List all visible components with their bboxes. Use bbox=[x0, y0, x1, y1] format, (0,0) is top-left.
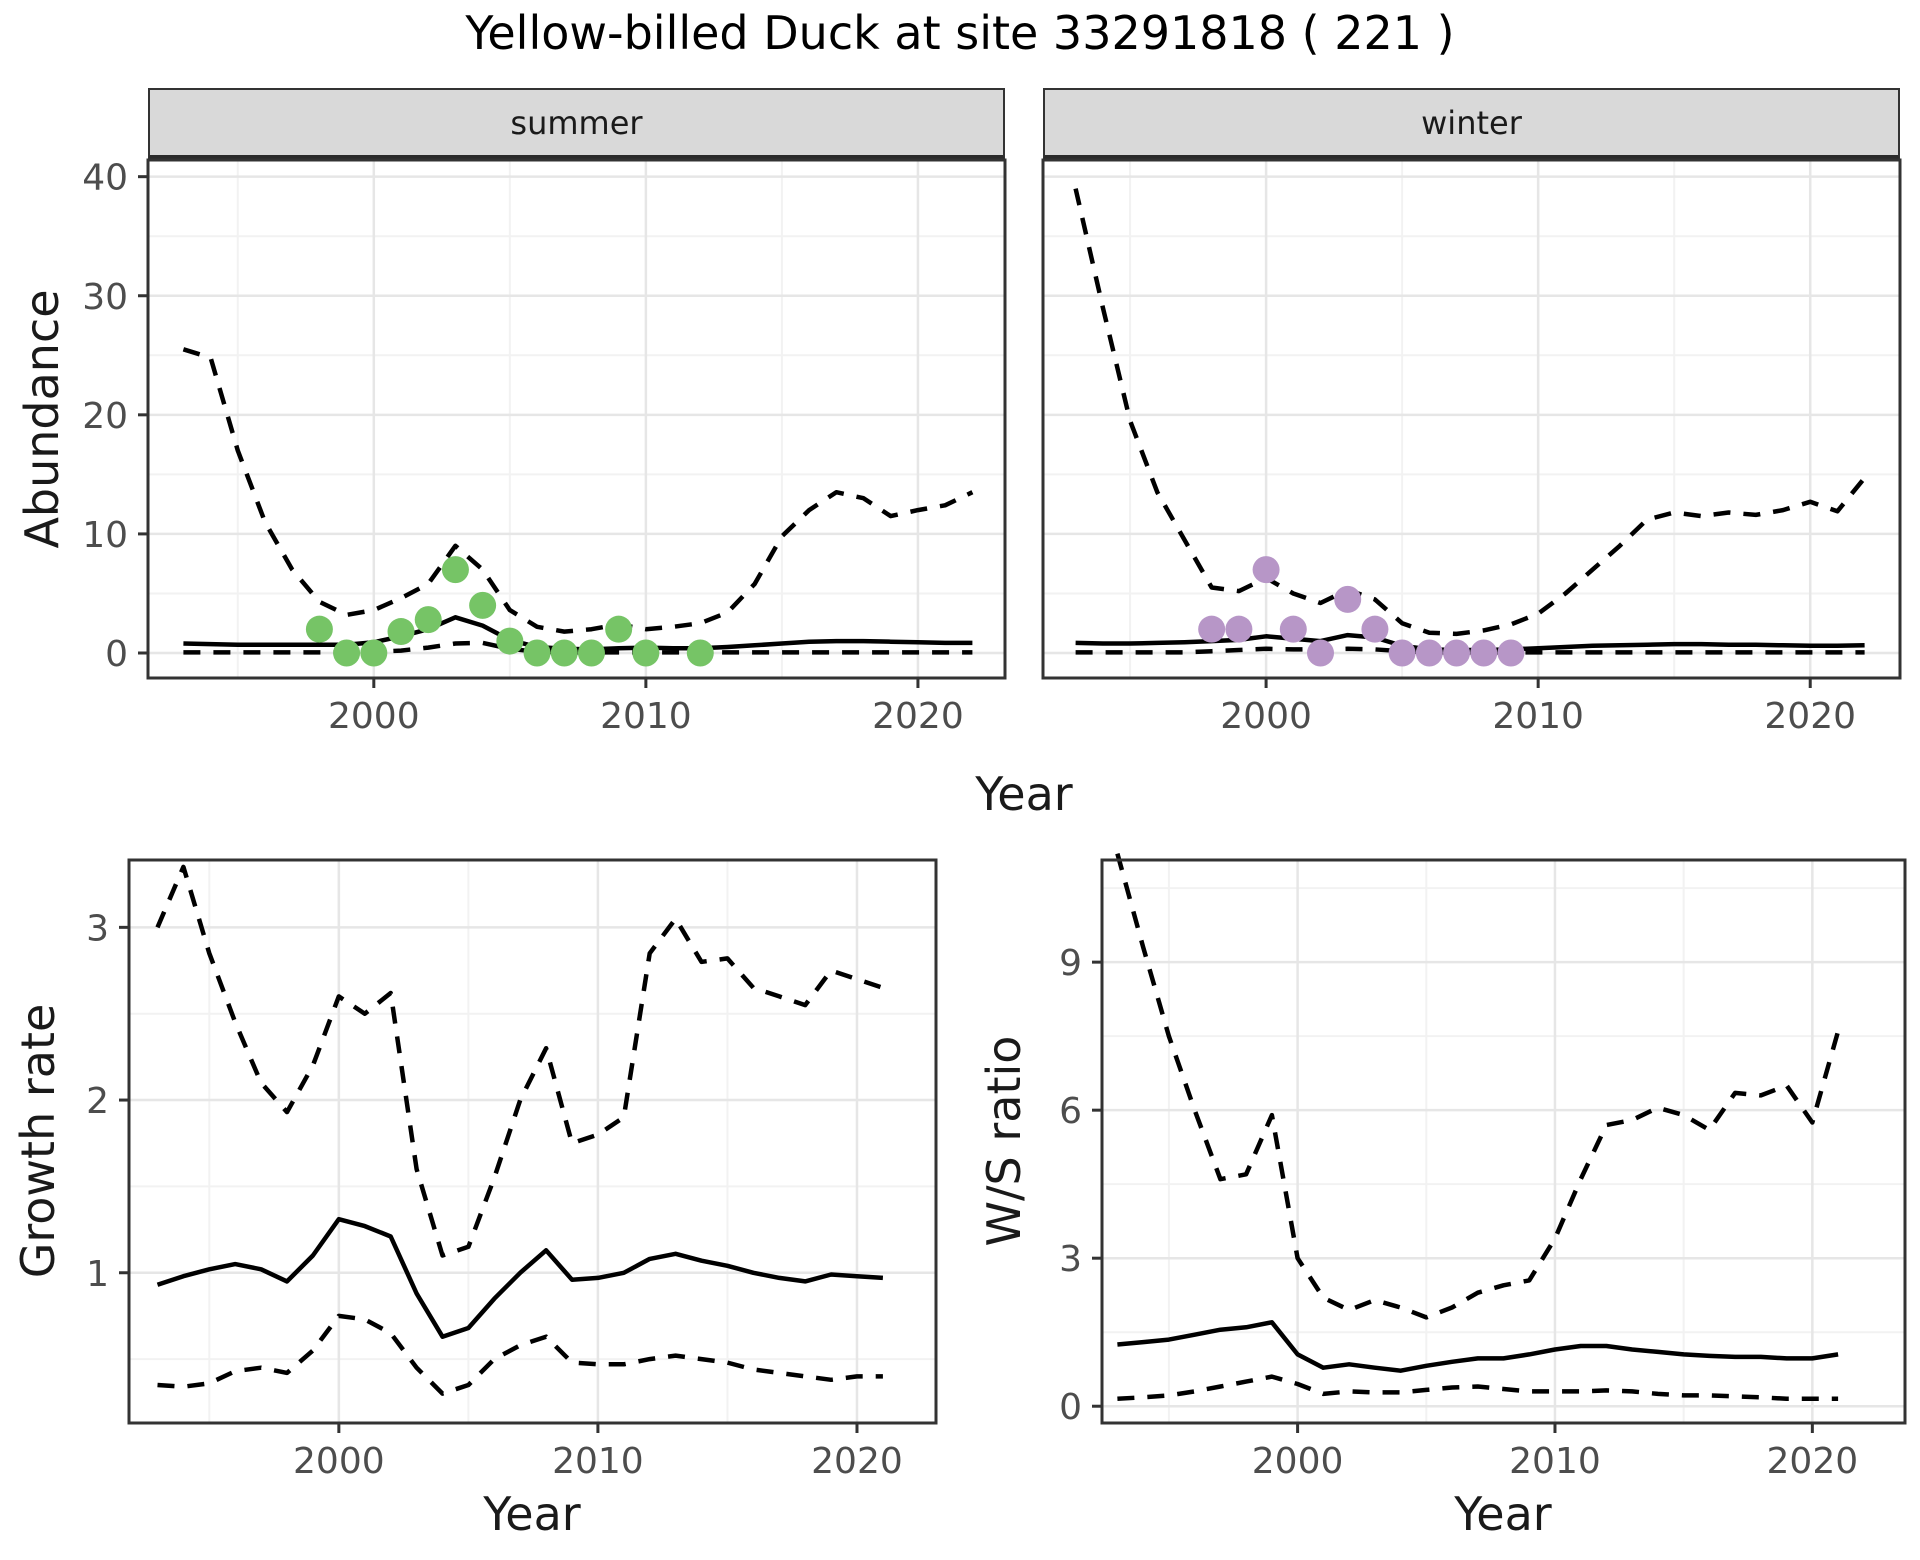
modelled-ws-ratio-line bbox=[1117, 1320, 1839, 1373]
y-tick-label: 3 bbox=[1059, 1239, 1082, 1280]
facet-strip-winter: winter bbox=[1043, 88, 1900, 160]
observed-counts-winter-point bbox=[1443, 639, 1471, 667]
y-tick-label: 0 bbox=[1059, 1387, 1082, 1428]
observed-counts-summer-point bbox=[632, 639, 660, 667]
observed-counts-summer-point bbox=[414, 606, 442, 634]
facet-strip-summer-label: summer bbox=[510, 103, 643, 142]
abundance-winter-plot: 2000 2010 2020 bbox=[1041, 158, 1902, 737]
facet-strip-winter-label: winter bbox=[1421, 103, 1522, 142]
lower-95-ci-line bbox=[1117, 1374, 1839, 1402]
x-tick-label: 2010 bbox=[1509, 1441, 1601, 1482]
upper-95-ci-line bbox=[155, 864, 884, 1258]
y-tick-label: 2 bbox=[86, 1081, 109, 1122]
observed-counts-winter-point bbox=[1388, 639, 1416, 667]
page-title: Yellow-billed Duck at site 33291818 ( 22… bbox=[465, 6, 1455, 60]
x-tick-label: 2020 bbox=[1767, 1441, 1859, 1482]
observed-counts-summer-point bbox=[605, 615, 633, 643]
lower-95-ci-line bbox=[1075, 646, 1865, 655]
observed-counts-summer-point bbox=[469, 591, 497, 619]
y-tick-label: 30 bbox=[82, 277, 128, 318]
observed-counts-summer-point bbox=[360, 639, 388, 667]
modelled-abundance-line bbox=[1075, 632, 1865, 653]
panel-border bbox=[1100, 858, 1907, 1425]
panel-border bbox=[127, 858, 938, 1425]
observed-counts-summer-point bbox=[550, 639, 578, 667]
x-tick-label: 2000 bbox=[293, 1441, 385, 1482]
x-tick-label: 2010 bbox=[600, 696, 692, 737]
panel-border bbox=[1041, 158, 1902, 680]
growth-rate-y-axis-title: Growth rate bbox=[11, 1003, 65, 1279]
upper-95-ci-line bbox=[1073, 188, 1867, 637]
abundance-winter-panel: 2000 2010 2020 bbox=[1041, 158, 1902, 737]
observed-counts-summer-point bbox=[441, 556, 469, 584]
y-tick-label: 6 bbox=[1059, 1091, 1082, 1132]
y-tick-label: 10 bbox=[82, 515, 128, 556]
abundance-x-axis-title: Year bbox=[975, 767, 1073, 821]
y-tick-label: 9 bbox=[1059, 943, 1082, 984]
observed-counts-summer-point bbox=[577, 639, 605, 667]
observed-counts-winter-point bbox=[1334, 585, 1362, 613]
x-tick-label: 2020 bbox=[811, 1441, 903, 1482]
observed-counts-winter-point bbox=[1225, 615, 1253, 643]
facet-strip-summer: summer bbox=[148, 88, 1005, 160]
observed-counts-winter-point bbox=[1252, 556, 1280, 584]
ws-ratio-x-axis-title: Year bbox=[1454, 1487, 1552, 1541]
panel-border bbox=[146, 158, 1007, 680]
growth-rate-panel: 2000 2010 2020 1 2 3 bbox=[86, 858, 938, 1482]
y-tick-label: 3 bbox=[86, 908, 109, 949]
observed-counts-winter-point bbox=[1361, 615, 1389, 643]
observed-counts-summer-point bbox=[686, 639, 714, 667]
observed-counts-winter-point bbox=[1198, 615, 1226, 643]
x-tick-label: 2000 bbox=[1220, 696, 1312, 737]
observed-counts-winter-point bbox=[1470, 639, 1498, 667]
observed-counts-summer-point bbox=[333, 639, 361, 667]
lower-95-ci-line bbox=[157, 1313, 883, 1396]
x-tick-label: 2020 bbox=[872, 696, 964, 737]
abundance-summer-plot: 2000 2010 2020 0 10 20 30 40 bbox=[82, 158, 1007, 737]
observed-counts-summer-point bbox=[523, 639, 551, 667]
observed-counts-winter-point bbox=[1415, 639, 1443, 667]
growth-rate-x-axis-title: Year bbox=[483, 1487, 581, 1541]
x-tick-label: 2000 bbox=[328, 696, 420, 737]
y-tick-label: 20 bbox=[82, 396, 128, 437]
ws-ratio-y-axis-title: W/S ratio bbox=[977, 1035, 1031, 1247]
observed-counts-summer-point bbox=[305, 615, 333, 643]
ws-ratio-plot: 2000 2010 2020 0 3 6 9 bbox=[1059, 853, 1907, 1482]
ws-ratio-panel: 2000 2010 2020 0 3 6 9 bbox=[1059, 853, 1907, 1482]
observed-counts-winter-point bbox=[1497, 639, 1525, 667]
x-tick-label: 2020 bbox=[1764, 696, 1856, 737]
y-tick-label: 40 bbox=[82, 158, 128, 199]
upper-95-ci-line bbox=[1115, 853, 1841, 1320]
abundance-y-axis-title: Abundance bbox=[15, 289, 69, 549]
upper-95-ci-line bbox=[182, 347, 974, 634]
modelled-growth-rate-line bbox=[156, 1216, 884, 1339]
observed-counts-winter-point bbox=[1307, 639, 1335, 667]
lower-95-ci-line bbox=[183, 640, 973, 655]
observed-counts-summer-point bbox=[496, 627, 524, 655]
observed-counts-winter-point bbox=[1279, 615, 1307, 643]
growth-rate-plot: 2000 2010 2020 1 2 3 bbox=[86, 858, 938, 1482]
abundance-summer-panel: 2000 2010 2020 0 10 20 30 40 bbox=[82, 158, 1007, 737]
x-tick-label: 2000 bbox=[1252, 1441, 1344, 1482]
x-tick-label: 2010 bbox=[1492, 696, 1584, 737]
modelled-abundance-line bbox=[183, 615, 973, 652]
y-tick-label: 1 bbox=[86, 1254, 109, 1295]
x-tick-label: 2010 bbox=[552, 1441, 644, 1482]
y-tick-label: 0 bbox=[105, 634, 128, 675]
observed-counts-summer-point bbox=[387, 618, 415, 646]
